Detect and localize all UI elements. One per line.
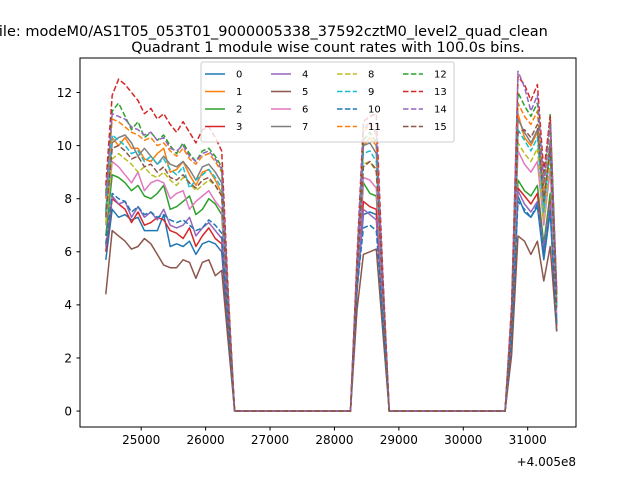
x-tick-label: 26000 [187,433,225,447]
y-tick-label: 0 [64,404,72,418]
x-tick-label: 29000 [380,433,418,447]
legend-label-2: 2 [236,105,242,116]
series-line-15 [105,123,558,412]
series-line-5 [105,229,558,412]
legend-label-15: 15 [434,122,447,133]
series-line-9 [105,128,558,412]
legend-label-9: 9 [368,87,374,98]
legend-label-11: 11 [368,122,381,133]
x-tick-label: 27000 [251,433,289,447]
series-line-8 [105,142,558,412]
legend-label-3: 3 [236,122,242,133]
series-line-1 [105,112,558,412]
legend-label-14: 14 [434,105,447,116]
legend-label-7: 7 [302,122,308,133]
series-line-0 [105,195,558,412]
legend-label-13: 13 [434,87,447,98]
y-tick-label: 12 [57,86,72,100]
y-tick-label: 6 [64,245,72,259]
legend-label-6: 6 [302,105,308,116]
legend-label-4: 4 [302,70,308,81]
figure-suptitle: n file: modeM0/AS1T05_053T01_9000005338_… [0,24,548,40]
y-tick-label: 4 [64,298,72,312]
x-axis: 25000 26000 27000 28000 29000 30000 31000 [122,427,547,447]
legend-box [200,61,455,143]
legend-label-10: 10 [368,105,381,116]
x-tick-label: 25000 [122,433,160,447]
y-axis: 0 2 4 6 8 10 12 [57,86,80,418]
legend-label-1: 1 [236,87,242,98]
x-tick-label: 30000 [444,433,482,447]
y-tick-label: 8 [64,192,72,206]
x-tick-label: 31000 [509,433,547,447]
x-tick-label: 28000 [315,433,353,447]
legend-label-12: 12 [434,70,447,81]
chart-title: Quadrant 1 module wise count rates with … [131,40,525,56]
series-line-6 [105,150,558,412]
legend-label-8: 8 [368,70,374,81]
plot-area-frame [79,57,577,428]
series-line-2 [105,174,558,412]
series-line-4 [105,189,558,412]
y-tick-label: 2 [64,351,72,365]
series-line-7 [105,118,558,412]
x-axis-offset-label: +4.005e8 [517,455,576,469]
plot-lines [105,70,558,412]
legend-label-5: 5 [302,87,308,98]
y-tick-label: 10 [57,139,72,153]
legend-label-0: 0 [236,70,242,81]
